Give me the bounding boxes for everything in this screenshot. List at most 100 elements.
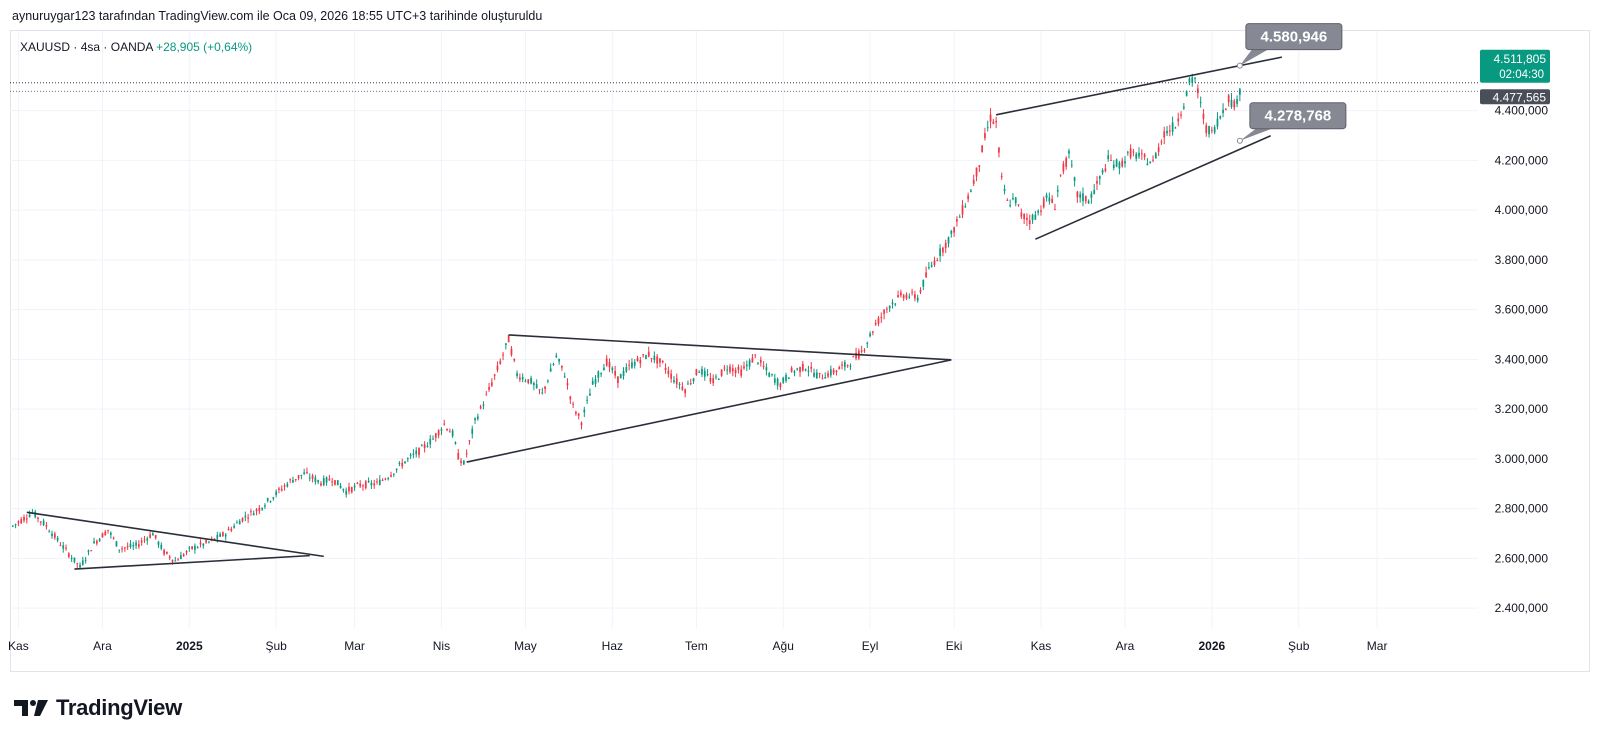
candle-body bbox=[872, 331, 874, 333]
candle-body bbox=[45, 525, 48, 527]
candle-body bbox=[20, 519, 23, 524]
candle-body bbox=[76, 563, 79, 565]
candle-body bbox=[513, 358, 516, 361]
candle-body bbox=[1149, 161, 1152, 164]
candle-body bbox=[48, 531, 51, 533]
candle-body bbox=[855, 352, 857, 359]
candle-body bbox=[1042, 198, 1045, 208]
candle-body bbox=[362, 485, 364, 487]
candle-body bbox=[182, 554, 185, 557]
candle-body bbox=[726, 369, 729, 371]
candle-body bbox=[1009, 205, 1012, 207]
candle-body bbox=[1054, 209, 1056, 211]
candle-body bbox=[490, 382, 493, 386]
callout-pointer bbox=[1239, 49, 1268, 66]
candle-body bbox=[339, 485, 342, 489]
candle-body bbox=[916, 297, 919, 301]
candle-body bbox=[703, 370, 706, 377]
candle-body bbox=[603, 367, 605, 371]
candle-body bbox=[1208, 126, 1210, 135]
candle-body bbox=[367, 480, 370, 483]
candle-body bbox=[877, 317, 880, 324]
candle-body bbox=[1098, 176, 1101, 179]
x-tick-label: Şub bbox=[1288, 639, 1310, 653]
candle-body bbox=[448, 431, 451, 433]
candle-body bbox=[813, 372, 815, 377]
candle-body bbox=[1182, 106, 1185, 109]
candle-body bbox=[911, 291, 913, 293]
candle-body bbox=[731, 368, 734, 372]
candle-body bbox=[633, 361, 636, 366]
x-tick-label: Tem bbox=[685, 639, 708, 653]
candle-body bbox=[404, 461, 406, 464]
candle-body bbox=[356, 482, 359, 484]
candle-body bbox=[989, 114, 992, 122]
candle-body bbox=[1196, 88, 1199, 94]
candle-body bbox=[222, 532, 224, 536]
candle-body bbox=[549, 368, 552, 372]
candle-body bbox=[1090, 193, 1093, 198]
candle-body bbox=[294, 478, 297, 480]
candle-body bbox=[832, 369, 835, 374]
candle-body bbox=[729, 366, 731, 372]
candle-body bbox=[1031, 214, 1034, 221]
candle-body bbox=[717, 378, 720, 380]
candle-body bbox=[283, 485, 286, 487]
candle-body bbox=[1152, 159, 1154, 161]
candle-body bbox=[1168, 130, 1171, 132]
symbol-interval: 4sa bbox=[80, 40, 101, 54]
candle-body bbox=[191, 546, 193, 549]
candle-body bbox=[995, 120, 998, 123]
candle-body bbox=[964, 206, 967, 208]
candle-body bbox=[925, 272, 927, 278]
trend-lines bbox=[26, 56, 1283, 570]
candle-body bbox=[605, 358, 608, 366]
candle-body bbox=[1233, 100, 1236, 108]
candle-body bbox=[317, 480, 320, 483]
candle-body bbox=[328, 478, 331, 481]
candle-body bbox=[129, 543, 132, 548]
candle-body bbox=[1154, 153, 1157, 159]
candle-body bbox=[1059, 174, 1062, 176]
candle-body bbox=[423, 444, 426, 449]
symbol-info[interactable]: XAUUSD · 4sa · OANDA +28,905 (+0,64%) bbox=[20, 40, 252, 54]
candle-body bbox=[849, 365, 852, 367]
candle-body bbox=[541, 392, 544, 394]
candle-body bbox=[939, 248, 941, 256]
candle-body bbox=[280, 488, 283, 491]
brand[interactable]: TradingView bbox=[14, 695, 182, 721]
candle-body bbox=[37, 517, 39, 519]
candle-body bbox=[395, 468, 398, 471]
candle-body bbox=[434, 433, 437, 438]
candle-body bbox=[930, 265, 933, 267]
last-price-tag bbox=[1480, 49, 1550, 83]
candle-body bbox=[308, 477, 311, 479]
candle-body bbox=[87, 550, 90, 552]
candle-body bbox=[247, 517, 249, 519]
candle-body bbox=[866, 342, 869, 344]
candle-body bbox=[1003, 188, 1006, 192]
triangle-2-lower bbox=[466, 359, 952, 463]
candle-body bbox=[594, 379, 597, 384]
candle-body bbox=[437, 430, 440, 436]
candle-body bbox=[146, 538, 149, 541]
candle-body bbox=[625, 367, 628, 372]
candle-body bbox=[118, 549, 121, 551]
candle-body bbox=[213, 538, 216, 541]
candle-body bbox=[998, 147, 1000, 153]
candle-body bbox=[544, 386, 546, 389]
candle-body bbox=[516, 373, 518, 377]
candle-body bbox=[493, 374, 496, 376]
y-tick-label: 3.400,000 bbox=[1495, 352, 1549, 366]
candle-body bbox=[185, 551, 188, 553]
candle-body bbox=[415, 450, 418, 455]
candle-body bbox=[779, 383, 782, 388]
x-tick-label: Mar bbox=[1367, 639, 1388, 653]
candle-body bbox=[883, 309, 885, 314]
candle-body bbox=[1107, 155, 1110, 160]
candle-body bbox=[681, 386, 684, 390]
candle-body bbox=[384, 478, 387, 480]
x-tick-label: Ağu bbox=[773, 639, 794, 653]
candle-body bbox=[1143, 154, 1146, 158]
